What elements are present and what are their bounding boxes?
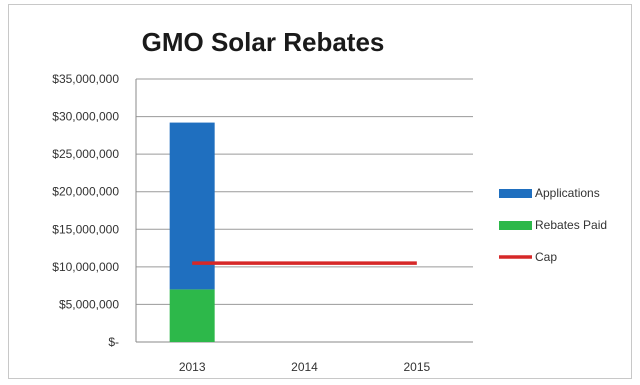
bars (169, 122, 215, 342)
y-tick-label: $35,000,000 (52, 72, 119, 86)
y-tick-label: $25,000,000 (52, 147, 119, 161)
x-tick-label: 2015 (403, 360, 430, 374)
legend-label: Applications (535, 186, 600, 200)
x-axis-ticks: 2013 2014 2015 (179, 360, 431, 374)
chart-frame: GMO Solar Rebates $- $5,000,000 $10,000,00… (8, 4, 632, 379)
y-tick-label: $- (108, 335, 119, 349)
legend-label: Rebates Paid (535, 218, 607, 232)
y-tick-label: $30,000,000 (52, 110, 119, 124)
chart-title: GMO Solar Rebates (142, 27, 385, 57)
legend: Applications Rebates Paid Cap (499, 186, 607, 264)
y-axis-ticks: $- $5,000,000 $10,000,000 $15,000,000 $20,00… (52, 72, 119, 349)
legend-label: Cap (535, 250, 557, 264)
y-tick-label: $20,000,000 (52, 185, 119, 199)
y-tick-label: $10,000,000 (52, 260, 119, 274)
chart: GMO Solar Rebates $- $5,000,000 $10,000,00… (52, 27, 607, 374)
legend-swatch (499, 221, 532, 230)
bar-rebates-paid (169, 289, 215, 342)
x-tick-label: 2014 (291, 360, 318, 374)
legend-swatch (499, 189, 532, 198)
y-tick-label: $5,000,000 (59, 297, 119, 311)
x-tick-label: 2013 (179, 360, 206, 374)
y-tick-label: $15,000,000 (52, 222, 119, 236)
